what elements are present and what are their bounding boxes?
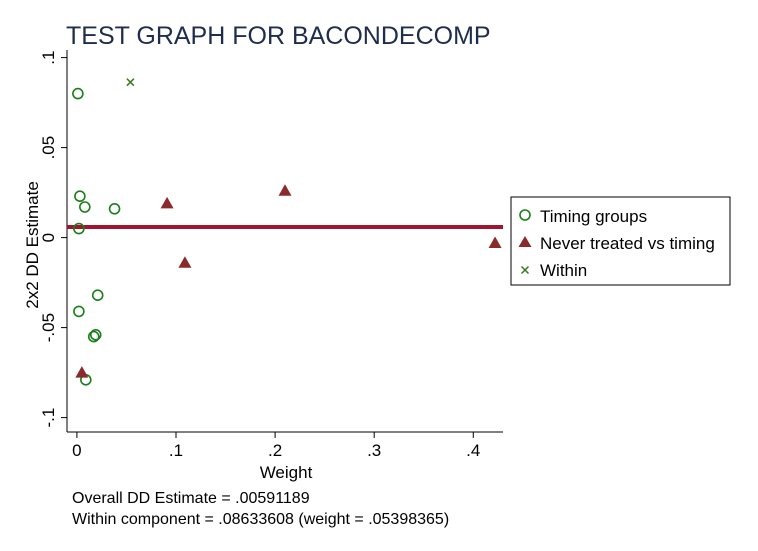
note-within-component: Within component = .08633608 (weight = .… (72, 511, 449, 528)
point-never-treated (488, 236, 502, 248)
y-tick-label: 0 (39, 233, 58, 242)
y-axis-label: 2x2 DD Estimate (23, 181, 42, 309)
legend-marker-never-treated (518, 236, 532, 247)
x-axis-label: Weight (260, 463, 313, 482)
point-timing-groups (74, 190, 86, 202)
point-within (126, 78, 135, 87)
legend-label-never-treated: Never treated vs timing (540, 234, 715, 253)
point-never-treated (178, 256, 192, 268)
x-tick-label: .4 (466, 441, 480, 460)
legend-marker-within (520, 265, 530, 275)
x-tick-label: 0 (72, 441, 81, 460)
legend-label-within: Within (540, 261, 587, 280)
plot-area: 0 .1 .2 .3 .4 -.1 -.05 0 .05 .1 (39, 50, 503, 460)
y-tick-label: -.1 (39, 408, 58, 428)
point-timing-groups (87, 330, 100, 343)
x-tick-label: .2 (268, 441, 282, 460)
x-tick-label: .3 (367, 441, 381, 460)
point-timing-groups (108, 203, 121, 215)
legend-marker-timing-groups (519, 209, 531, 221)
point-timing-groups (89, 328, 102, 341)
legend: Timing groups Never treated vs timing Wi… (510, 196, 731, 286)
legend-box (510, 196, 731, 286)
point-timing-groups (91, 289, 104, 302)
x-tick-label: .1 (169, 441, 183, 460)
chart-title: TEST GRAPH FOR BACONDECOMP (66, 22, 491, 50)
y-tick-label: .05 (39, 136, 58, 160)
point-never-treated (75, 366, 89, 378)
point-timing-groups (73, 222, 85, 235)
point-never-treated (278, 184, 292, 196)
y-tick-label: .1 (39, 51, 58, 65)
point-timing-groups (72, 87, 84, 100)
note-overall-dd: Overall DD Estimate = .00591189 (72, 490, 310, 507)
point-timing-groups (79, 201, 91, 213)
point-timing-groups (73, 305, 85, 318)
y-tick-label: -.05 (39, 313, 58, 342)
legend-label-timing-groups: Timing groups (540, 207, 647, 226)
point-never-treated (160, 196, 174, 209)
